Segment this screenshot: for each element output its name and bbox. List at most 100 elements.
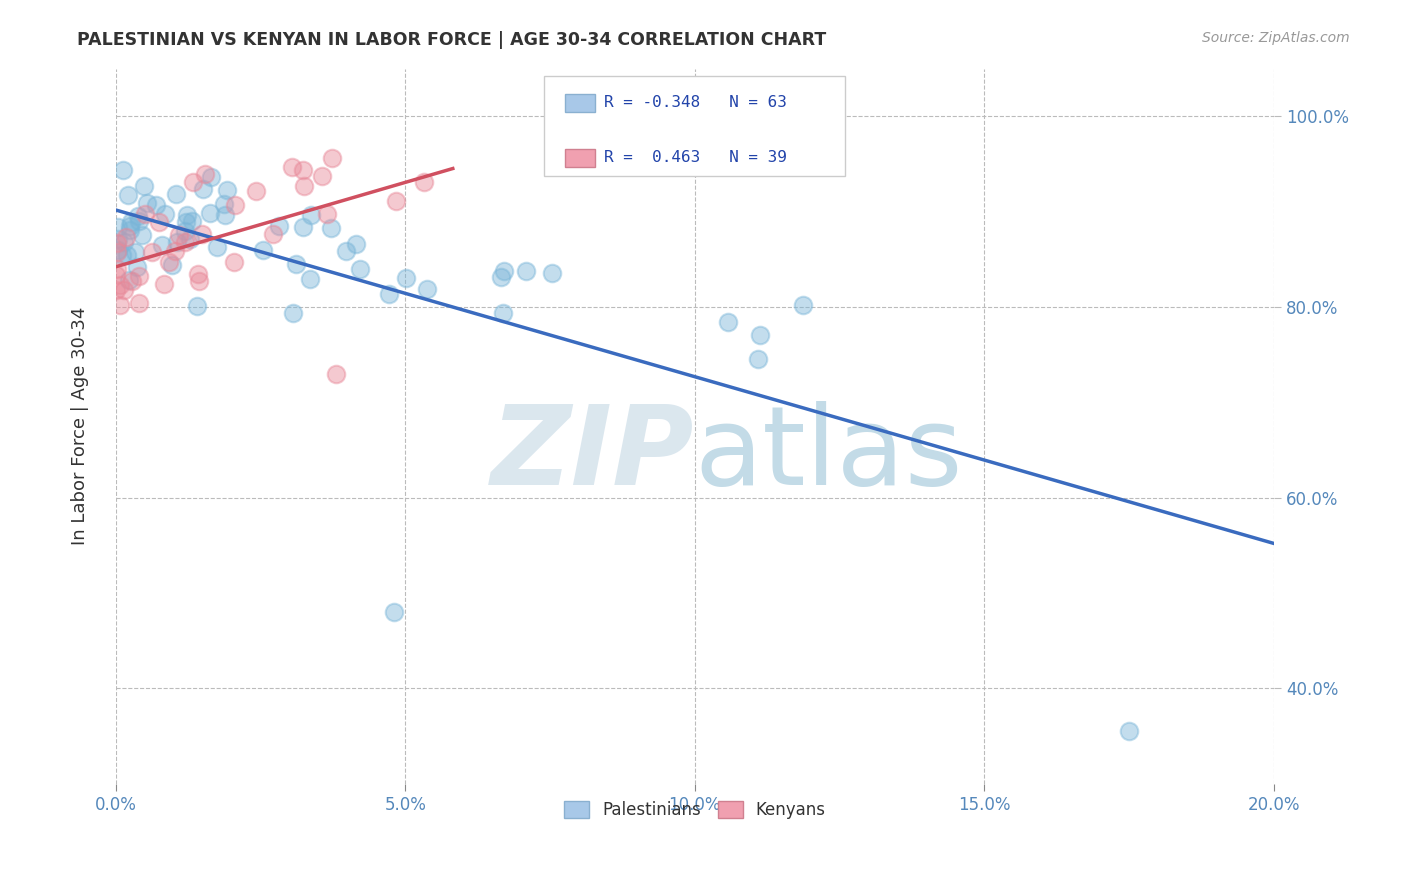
Point xyxy=(194,168,217,182)
Point xyxy=(110,298,132,312)
Point xyxy=(311,169,333,183)
Point xyxy=(181,214,204,228)
Point xyxy=(107,262,129,277)
Point xyxy=(269,219,291,234)
Point xyxy=(112,235,135,250)
Point xyxy=(191,227,214,241)
Point xyxy=(150,238,173,252)
Point xyxy=(281,160,304,174)
Point xyxy=(217,183,239,197)
Point xyxy=(111,248,134,262)
Point xyxy=(262,227,284,241)
Point xyxy=(187,267,209,281)
Point xyxy=(325,367,347,381)
Point xyxy=(131,228,153,243)
Point xyxy=(292,179,315,194)
Point xyxy=(1118,724,1140,739)
Point xyxy=(281,306,304,320)
Point xyxy=(105,283,128,297)
Point xyxy=(128,296,150,310)
Point xyxy=(299,272,322,286)
Point xyxy=(245,184,267,198)
Point xyxy=(176,208,198,222)
FancyBboxPatch shape xyxy=(544,76,845,176)
Point xyxy=(321,151,343,165)
Text: Source: ZipAtlas.com: Source: ZipAtlas.com xyxy=(1202,31,1350,45)
Point xyxy=(174,235,197,249)
Legend: Palestinians, Kenyans: Palestinians, Kenyans xyxy=(557,794,832,825)
Point xyxy=(284,257,307,271)
Point xyxy=(166,235,188,249)
Point xyxy=(492,264,515,278)
Point xyxy=(291,163,314,178)
Point xyxy=(179,232,201,246)
Text: R = -0.348   N = 63: R = -0.348 N = 63 xyxy=(605,95,787,111)
Point xyxy=(191,182,214,196)
Point xyxy=(107,243,129,257)
Point xyxy=(163,244,186,259)
Point xyxy=(105,236,128,251)
Point xyxy=(112,162,135,177)
Point xyxy=(157,255,180,269)
Point xyxy=(385,194,408,208)
Point xyxy=(118,273,141,287)
Point xyxy=(124,244,146,259)
Point xyxy=(346,237,368,252)
Point xyxy=(207,240,229,254)
Point xyxy=(135,196,157,211)
Point xyxy=(117,188,139,202)
Point xyxy=(181,175,204,189)
Point xyxy=(121,274,143,288)
Point xyxy=(120,219,142,233)
Point xyxy=(165,187,187,202)
Point xyxy=(112,283,135,297)
Point xyxy=(222,255,245,269)
Point xyxy=(515,264,537,278)
Point xyxy=(107,219,129,234)
Point xyxy=(152,277,174,291)
Point xyxy=(541,266,564,280)
Point xyxy=(145,198,167,212)
Point xyxy=(174,215,197,229)
Point xyxy=(200,169,222,184)
Point xyxy=(148,214,170,228)
Point xyxy=(105,244,128,259)
Point xyxy=(128,268,150,283)
Point xyxy=(107,231,129,245)
Point xyxy=(315,207,337,221)
Point xyxy=(749,328,772,343)
Point xyxy=(394,270,416,285)
Point xyxy=(212,197,235,211)
Point xyxy=(415,281,437,295)
Text: PALESTINIAN VS KENYAN IN LABOR FORCE | AGE 30-34 CORRELATION CHART: PALESTINIAN VS KENYAN IN LABOR FORCE | A… xyxy=(77,31,827,49)
Point xyxy=(160,258,183,272)
Point xyxy=(120,223,142,237)
Point xyxy=(319,221,342,235)
Point xyxy=(120,215,142,229)
Point xyxy=(349,261,371,276)
Point xyxy=(108,278,131,293)
Point xyxy=(378,287,401,301)
Point xyxy=(132,178,155,193)
Text: R =  0.463   N = 39: R = 0.463 N = 39 xyxy=(605,151,787,165)
Point xyxy=(412,175,434,189)
Point xyxy=(128,214,150,228)
Point xyxy=(382,605,405,619)
Point xyxy=(491,270,513,285)
Point xyxy=(198,206,221,220)
Point xyxy=(134,207,156,221)
FancyBboxPatch shape xyxy=(565,94,595,112)
Y-axis label: In Labor Force | Age 30-34: In Labor Force | Age 30-34 xyxy=(72,307,89,545)
Point xyxy=(186,300,208,314)
Point xyxy=(252,243,274,257)
Point xyxy=(492,306,515,320)
Point xyxy=(125,260,148,275)
Point xyxy=(335,244,357,259)
Text: atlas: atlas xyxy=(695,401,963,508)
FancyBboxPatch shape xyxy=(565,149,595,167)
Point xyxy=(292,219,315,234)
Point xyxy=(167,228,190,243)
Point xyxy=(115,248,138,262)
Point xyxy=(188,274,211,288)
Point xyxy=(153,207,176,221)
